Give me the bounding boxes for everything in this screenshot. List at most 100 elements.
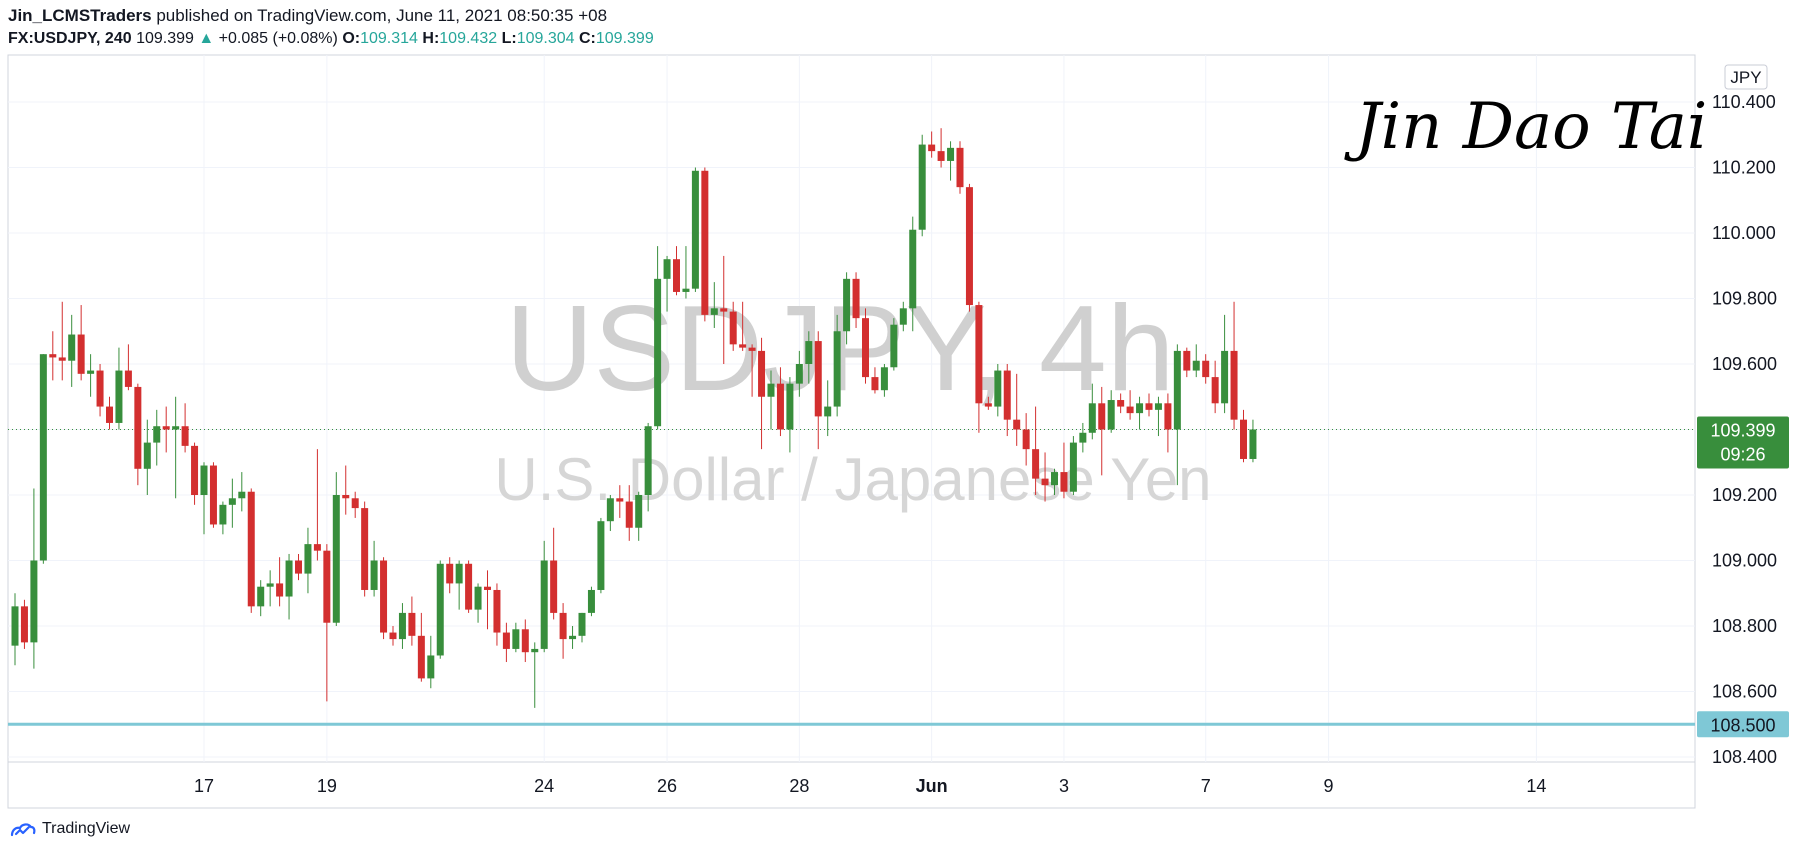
candle-body: [1098, 403, 1106, 430]
candle-body: [408, 612, 416, 636]
change-arrow-icon: ▲: [198, 30, 215, 47]
candle-body: [436, 563, 444, 656]
candle-body: [1003, 370, 1011, 420]
close-label: C:: [578, 30, 596, 47]
candle: [833, 314, 841, 417]
candle-body: [276, 583, 284, 597]
candle: [276, 557, 284, 607]
tradingview-footer[interactable]: TradingView: [10, 820, 130, 838]
candle-body: [172, 426, 180, 430]
candle-body: [918, 144, 926, 230]
candle: [1249, 419, 1257, 463]
signature-text: Jin Dao Tai: [1344, 90, 1707, 164]
candle: [1088, 383, 1096, 440]
candle-body: [87, 370, 95, 374]
candle-body: [805, 341, 813, 364]
candle-body: [1173, 350, 1181, 430]
candle: [181, 403, 189, 453]
last-price: 109.399: [136, 30, 194, 47]
tradingview-logo-icon: [10, 823, 36, 837]
candle: [569, 626, 577, 649]
candle-body: [427, 655, 435, 679]
candle-body: [304, 544, 312, 574]
candle: [1069, 436, 1077, 495]
candle-body: [606, 498, 614, 522]
high-label: H:: [422, 30, 440, 47]
price-axis[interactable]: 108.400108.600108.800109.000109.200109.4…: [1712, 92, 1777, 767]
candle-body: [1154, 403, 1162, 410]
candle-body: [899, 308, 907, 325]
signature-logo: Jin Dao Tai: [1344, 90, 1707, 164]
candle-body: [663, 259, 671, 279]
candle: [1136, 396, 1144, 430]
candle: [1240, 409, 1247, 463]
candle-body: [616, 498, 624, 502]
candle-body: [1060, 472, 1068, 492]
candle: [1013, 373, 1021, 446]
candle: [512, 622, 520, 653]
candle: [342, 465, 350, 515]
ohlc-legend: FX:USDJPY, 240 109.399 ▲ +0.085 (+0.08%)…: [8, 29, 654, 49]
candle-body: [49, 354, 57, 358]
candle: [1211, 360, 1219, 414]
candle: [58, 301, 66, 381]
candle: [1041, 452, 1049, 502]
time-axis[interactable]: 17 19 24 26 28 Jun 3 7 9 14: [194, 776, 1546, 796]
candle-body: [654, 278, 662, 427]
y-tick-label: 109.800: [1712, 289, 1777, 309]
candle-body: [748, 347, 756, 351]
candle: [758, 337, 766, 450]
candle: [984, 396, 992, 410]
candle-body: [1051, 472, 1058, 486]
y-tick-label: 109.200: [1712, 485, 1777, 505]
candle-body: [587, 589, 595, 613]
change-value: +0.085 (+0.08%): [218, 30, 338, 47]
candle-body: [285, 560, 293, 597]
price-tag-bg: [1697, 416, 1789, 469]
candle-body: [124, 370, 132, 387]
high-value: 109.432: [439, 30, 498, 47]
candle: [1022, 413, 1030, 466]
candle-body: [361, 508, 369, 590]
candle: [1117, 393, 1125, 414]
candle-body: [814, 341, 822, 417]
x-tick-label: 14: [1526, 776, 1546, 796]
candle: [1051, 468, 1058, 495]
candle-body: [965, 187, 973, 306]
x-tick-label: 19: [317, 776, 337, 796]
author-name[interactable]: Jin_LCMSTraders: [8, 6, 152, 25]
level-tag-bg: [1697, 711, 1789, 738]
candle-body: [701, 170, 709, 315]
candle: [1079, 422, 1087, 453]
x-tick-label: 7: [1201, 776, 1211, 796]
candle-body: [228, 498, 236, 505]
candle-body: [295, 560, 302, 574]
price-tag-value: 109.399: [1710, 421, 1775, 441]
candle-body: [77, 334, 85, 374]
candle: [814, 331, 822, 450]
candle-body: [247, 491, 255, 607]
symbol-label[interactable]: FX:USDJPY, 240: [8, 30, 132, 47]
candle-body: [1032, 449, 1040, 479]
candle: [654, 246, 662, 430]
candle-body: [1107, 400, 1115, 430]
candle: [351, 491, 359, 518]
currency-badge-label: JPY: [1730, 68, 1761, 87]
low-label: L:: [501, 30, 517, 47]
candle: [956, 141, 964, 194]
candle-body: [484, 586, 491, 590]
candle: [408, 596, 416, 646]
candle-body: [531, 648, 539, 653]
candle: [465, 560, 473, 613]
currency-badge[interactable]: JPY: [1724, 64, 1768, 90]
candle: [625, 485, 633, 541]
candle-body: [776, 383, 784, 430]
candle-body: [975, 305, 983, 404]
candle-body: [39, 354, 47, 561]
candle-body: [644, 426, 652, 495]
candle: [729, 301, 737, 351]
candle-body: [238, 491, 246, 499]
candle: [862, 308, 869, 384]
published-text: published on TradingView.com, June 11, 2…: [156, 6, 608, 25]
